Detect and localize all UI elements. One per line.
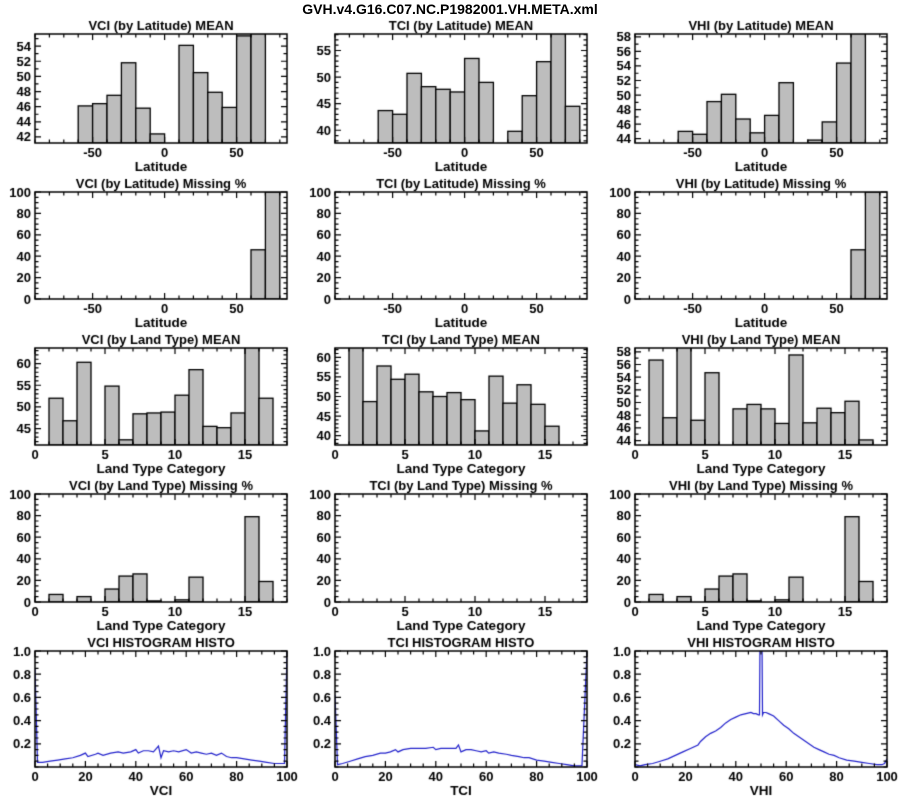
panel-tci-histogram — [300, 635, 600, 800]
chart-grid — [0, 18, 900, 800]
vhi-land-missing-chart — [600, 478, 900, 635]
panel-tci-lat-mean — [300, 18, 600, 176]
panel-tci-lat-missing — [300, 176, 600, 332]
page-title: GVH.v4.G16.C07.NC.P1982001.VH.META.xml — [302, 1, 598, 17]
vci-histogram-chart — [0, 635, 300, 800]
vci-land-missing-chart — [0, 478, 300, 635]
vhi-land-mean-chart — [600, 332, 900, 478]
tci-land-missing-chart — [300, 478, 600, 635]
tci-histogram-chart — [300, 635, 600, 800]
panel-vhi-histogram — [600, 635, 900, 800]
tci-lat-mean-chart — [300, 18, 600, 176]
vci-lat-missing-chart — [0, 176, 300, 332]
panel-tci-land-mean — [300, 332, 600, 478]
panel-vhi-land-missing — [600, 478, 900, 635]
panel-vhi-land-mean — [600, 332, 900, 478]
panel-vhi-lat-mean — [600, 18, 900, 176]
vhi-lat-mean-chart — [600, 18, 900, 176]
vhi-histogram-chart — [600, 635, 900, 800]
vci-land-mean-chart — [0, 332, 300, 478]
panel-vci-lat-mean — [0, 18, 300, 176]
panel-tci-land-missing — [300, 478, 600, 635]
panel-vci-lat-missing — [0, 176, 300, 332]
panel-vci-histogram — [0, 635, 300, 800]
vhi-lat-missing-chart — [600, 176, 900, 332]
panel-vhi-lat-missing — [600, 176, 900, 332]
panel-vci-land-missing — [0, 478, 300, 635]
vci-lat-mean-chart — [0, 18, 300, 176]
tci-land-mean-chart — [300, 332, 600, 478]
tci-lat-missing-chart — [300, 176, 600, 332]
panel-vci-land-mean — [0, 332, 300, 478]
